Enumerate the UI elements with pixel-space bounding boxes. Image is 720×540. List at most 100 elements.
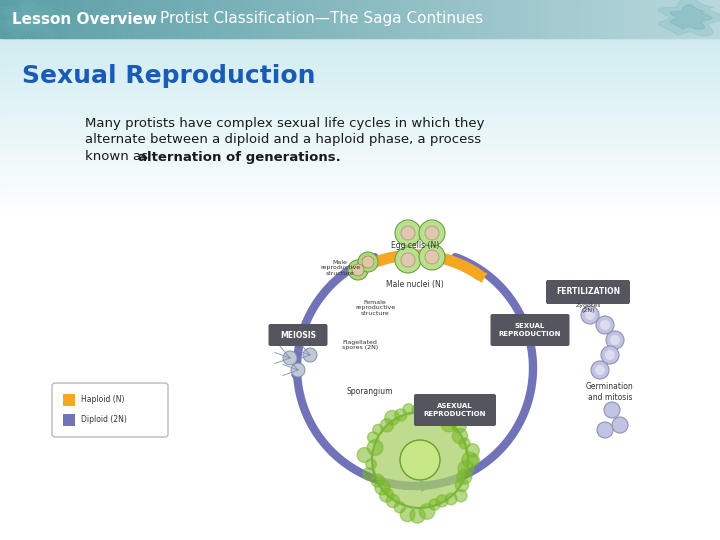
Bar [709, 0, 714, 38]
Bar [7, 0, 12, 38]
Bar [0, 65, 720, 68]
Bar [349, 0, 354, 38]
Bar [212, 0, 217, 38]
Circle shape [368, 432, 379, 443]
Text: Egg cells (N): Egg cells (N) [391, 240, 439, 249]
Text: known as: known as [85, 151, 152, 164]
Bar [230, 0, 235, 38]
Bar [0, 68, 720, 71]
Circle shape [596, 316, 614, 334]
Bar [590, 0, 595, 38]
Circle shape [612, 417, 628, 433]
Bar [382, 0, 386, 38]
Bar [119, 0, 123, 38]
Bar [0, 44, 720, 47]
Bar [36, 0, 40, 38]
Bar [29, 0, 33, 38]
Circle shape [468, 454, 480, 465]
Bar [0, 71, 720, 74]
Bar [299, 0, 303, 38]
Circle shape [440, 407, 451, 418]
Bar [608, 0, 613, 38]
Bar [540, 0, 544, 38]
Bar [259, 0, 264, 38]
Bar [421, 0, 426, 38]
Bar [54, 0, 58, 38]
Bar [0, 140, 720, 143]
Bar [378, 0, 382, 38]
Bar [0, 128, 720, 131]
Bar [569, 0, 573, 38]
Circle shape [283, 351, 297, 365]
Bar [0, 188, 720, 191]
Bar [180, 0, 184, 38]
Circle shape [372, 412, 468, 508]
Bar [166, 0, 170, 38]
Bar [641, 0, 645, 38]
Bar [0, 89, 720, 92]
Bar [169, 0, 174, 38]
Circle shape [375, 480, 390, 495]
Bar [443, 0, 447, 38]
Circle shape [452, 418, 467, 433]
Bar [61, 0, 66, 38]
Bar [292, 0, 296, 38]
Bar [706, 0, 710, 38]
Text: Male
reproductive
structure: Male reproductive structure [320, 260, 360, 276]
Bar [22, 0, 26, 38]
Polygon shape [0, 0, 68, 37]
Bar [58, 0, 62, 38]
Bar [482, 0, 487, 38]
FancyBboxPatch shape [546, 280, 630, 304]
Bar [63, 394, 75, 406]
Bar [220, 0, 224, 38]
Bar [346, 0, 350, 38]
Circle shape [366, 459, 377, 470]
Bar [504, 0, 508, 38]
Bar [529, 0, 534, 38]
Bar [551, 0, 555, 38]
Circle shape [429, 499, 440, 510]
Bar [0, 155, 720, 158]
Bar [126, 0, 130, 38]
Bar [695, 0, 699, 38]
Text: MEIOSIS: MEIOSIS [280, 330, 316, 340]
Circle shape [419, 220, 445, 246]
Bar [137, 0, 141, 38]
Circle shape [452, 429, 467, 444]
Bar [634, 0, 638, 38]
Bar [94, 0, 98, 38]
Bar [428, 0, 433, 38]
Text: Many protists have complex sexual life cycles in which they: Many protists have complex sexual life c… [85, 117, 485, 130]
Bar [0, 101, 720, 104]
Circle shape [395, 409, 407, 421]
Bar [68, 0, 73, 38]
Bar [0, 131, 720, 134]
Bar [0, 167, 720, 170]
Bar [400, 0, 404, 38]
Bar [43, 0, 48, 38]
Bar [310, 0, 314, 38]
Bar [0, 143, 720, 146]
Circle shape [436, 495, 448, 507]
Bar [677, 0, 681, 38]
Bar [0, 47, 720, 50]
Bar [511, 0, 516, 38]
Bar [266, 0, 271, 38]
Bar [198, 0, 202, 38]
Bar [263, 0, 267, 38]
Bar [162, 0, 166, 38]
Bar [0, 125, 720, 128]
Bar [544, 0, 548, 38]
Bar [450, 0, 454, 38]
Bar [515, 0, 519, 38]
Circle shape [462, 452, 477, 468]
Bar [216, 0, 220, 38]
Circle shape [384, 410, 400, 425]
Bar [0, 179, 720, 182]
Text: alternate between a diploid and a haploid phase, a process: alternate between a diploid and a haploi… [85, 133, 481, 146]
Bar [320, 0, 325, 38]
Bar [227, 0, 231, 38]
Circle shape [610, 335, 620, 345]
FancyBboxPatch shape [414, 394, 496, 426]
